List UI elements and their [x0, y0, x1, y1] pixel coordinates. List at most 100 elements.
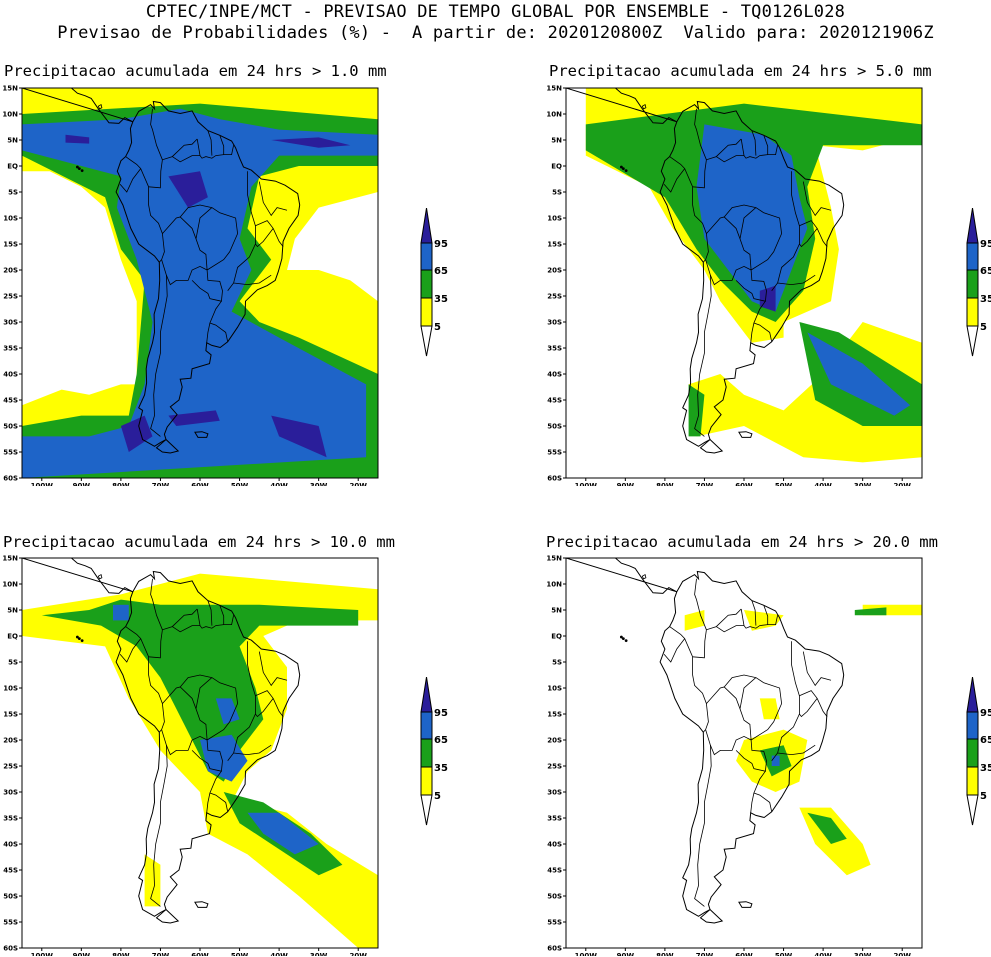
lat-tick-label: 20S: [3, 267, 18, 275]
lat-tick-label: 35S: [3, 815, 18, 823]
lat-tick-label: 5S: [8, 659, 18, 667]
precip-yellow-area: [744, 610, 784, 631]
lat-tick-label: 45S: [3, 397, 18, 405]
country-border: [751, 130, 757, 156]
lon-tick-label: 70W: [152, 482, 170, 486]
precip-green-area: [688, 384, 705, 437]
colorbar-level-label: 65: [980, 266, 991, 277]
colorbar-segment-95plus: [966, 677, 979, 713]
lon-tick-label: 70W: [696, 952, 714, 956]
lat-tick-label: 25S: [3, 763, 18, 771]
lon-tick-label: 60W: [191, 482, 209, 486]
central-america-coast: [566, 88, 678, 124]
south-america-coast: [115, 100, 301, 447]
country-border: [739, 677, 757, 709]
colorbar-level-label: 5: [434, 322, 441, 333]
precip-blue-area: [247, 812, 319, 855]
country-border: [219, 605, 225, 625]
colorbar-segment-yellow: [966, 297, 979, 327]
lat-tick-label: 45S: [547, 397, 562, 405]
falklands-outline: [738, 901, 753, 908]
south-america-coast: [115, 570, 301, 917]
island-dot: [75, 165, 79, 169]
lat-tick-label: 20S: [3, 737, 18, 745]
lat-tick-label: 30S: [547, 789, 562, 797]
precip-green-area: [807, 812, 847, 844]
lat-tick-label: 35S: [3, 345, 18, 353]
country-border: [172, 155, 200, 163]
country-border: [739, 207, 757, 239]
lat-tick-label: 40S: [3, 371, 18, 379]
lat-tick-label: 55S: [3, 919, 18, 927]
colorbar-level-label: 65: [434, 266, 448, 277]
lon-tick-label: 30W: [854, 952, 872, 956]
lat-tick-label: 10S: [3, 685, 18, 693]
lon-tick-label: 20W: [349, 952, 367, 956]
country-border: [751, 600, 757, 626]
country-border: [196, 608, 234, 629]
lat-tick-label: 10N: [2, 581, 18, 589]
lon-tick-label: 50W: [231, 952, 249, 956]
country-border: [799, 698, 818, 718]
country-border: [692, 656, 709, 733]
country-border: [258, 651, 288, 687]
country-border: [694, 578, 707, 630]
country-border: [735, 269, 767, 302]
country-border: [148, 608, 198, 659]
country-border: [196, 138, 234, 159]
lon-tick-label: 100W: [575, 482, 598, 486]
lat-tick-label: 15S: [3, 711, 18, 719]
lon-tick-label: 80W: [656, 482, 674, 486]
country-border: [255, 698, 274, 718]
lon-tick-label: 70W: [696, 482, 714, 486]
precip-blue-area: [807, 332, 911, 416]
colorbar-segment-green: [966, 738, 979, 768]
lat-tick-label: 15S: [547, 241, 562, 249]
lon-tick-label: 80W: [112, 952, 130, 956]
lat-tick-label: 5N: [551, 137, 562, 145]
lon-tick-label: 50W: [775, 952, 793, 956]
lat-tick-label: EQ: [551, 633, 562, 641]
lon-tick-label: 70W: [152, 952, 170, 956]
colorbar-level-label: 5: [980, 322, 987, 333]
country-border: [179, 674, 212, 688]
lon-tick-label: 30W: [310, 952, 328, 956]
country-border: [669, 626, 693, 657]
lat-tick-label: 40S: [547, 841, 562, 849]
lake-outline: [97, 103, 103, 110]
lat-tick-label: 15S: [547, 711, 562, 719]
lake-outline: [641, 573, 647, 580]
country-border: [716, 155, 744, 163]
colorbar-level-label: 95: [980, 708, 991, 719]
lon-tick-label: 40W: [814, 952, 832, 956]
lon-tick-label: 60W: [735, 952, 753, 956]
country-border: [161, 729, 208, 756]
header-title: CPTEC/INPE/MCT - PREVISAO DE TEMPO GLOBA…: [145, 2, 846, 22]
precip-yellow-area: [684, 610, 705, 631]
lat-tick-label: 60S: [547, 475, 562, 483]
lon-tick-label: 80W: [656, 952, 674, 956]
central-america-coast: [22, 558, 134, 594]
country-border: [692, 138, 742, 189]
lon-tick-label: 100W: [31, 952, 54, 956]
lake-outline: [97, 573, 103, 580]
lat-tick-label: 55S: [547, 919, 562, 927]
country-border: [150, 108, 163, 160]
colorbar-3: 95 65 35 5: [416, 677, 456, 827]
country-border: [195, 207, 213, 239]
lon-tick-label: 60W: [191, 952, 209, 956]
precip-darkblue-area: [168, 171, 208, 208]
island-dot: [624, 169, 628, 173]
lat-tick-label: EQ: [551, 163, 562, 171]
lat-tick-label: 15N: [546, 555, 562, 563]
colorbar-segment-below5: [966, 794, 979, 826]
lon-tick-label: 50W: [231, 482, 249, 486]
island-dot: [621, 637, 625, 640]
panel-4-title: Precipitacao acumulada em 24 hrs > 20.0 …: [546, 533, 938, 551]
country-border: [206, 677, 239, 741]
country-border: [802, 181, 832, 217]
country-border: [207, 600, 213, 626]
tierra-del-fuego-outline: [699, 908, 724, 924]
country-border: [148, 138, 198, 189]
colorbar-level-label: 35: [980, 763, 991, 774]
